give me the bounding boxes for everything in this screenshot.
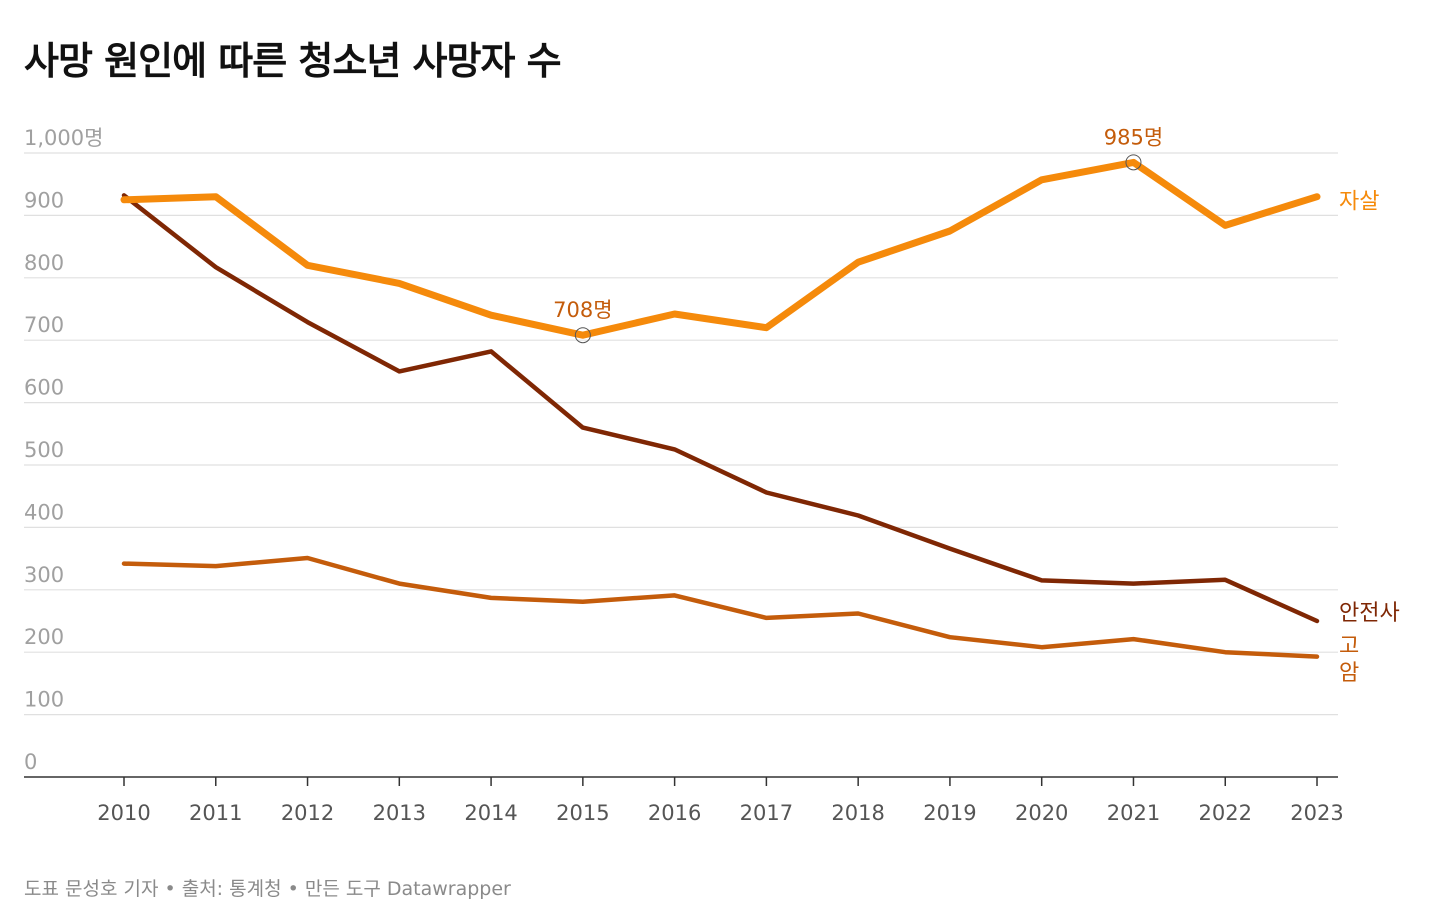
y-tick-label: 0 (24, 750, 37, 774)
y-tick-label: 500 (24, 438, 64, 462)
y-tick-label: 600 (24, 376, 64, 400)
x-tick-label: 2017 (740, 801, 793, 825)
series-lines (120, 158, 1321, 659)
annotation-marker (574, 327, 591, 344)
y-tick-label: 700 (24, 313, 64, 337)
y-tick-label: 400 (24, 500, 64, 524)
series-label-suicide: 자살 (1339, 190, 1379, 215)
x-tick-label: 2011 (189, 801, 242, 825)
gridlines (24, 152, 1338, 716)
y-tick-label: 900 (24, 188, 64, 212)
y-tick-label: 300 (24, 563, 64, 587)
x-tick-label: 2010 (97, 801, 150, 825)
x-tick-label: 2013 (373, 801, 426, 825)
y-tick-label: 200 (24, 625, 64, 649)
chart-title: 사망 원인에 따른 청소년 사망자 수 (24, 39, 562, 83)
series-label-accident: 안전사 (1339, 601, 1400, 626)
x-tick-label: 2019 (923, 801, 976, 825)
x-axis: 2010 2011 2012 2013 2014 2015 2016 2017 2018 2019… (24, 776, 1344, 825)
series-line (120, 158, 1321, 339)
x-tick-label: 2016 (648, 801, 701, 825)
x-tick-label: 2012 (281, 801, 334, 825)
x-tick-label: 2023 (1290, 801, 1343, 825)
series-line (121, 193, 1320, 624)
annotation-label: 708명 (553, 298, 612, 322)
annotation-marker (1125, 154, 1142, 171)
x-tick-label: 2018 (831, 801, 884, 825)
y-tick-label: 1,000명 (24, 126, 103, 150)
x-tick-label: 2014 (464, 801, 517, 825)
x-tick-label: 2022 (1199, 801, 1252, 825)
y-axis-ticks: 0 100 200 300 400 500 600 700 800 900 1,000명 (24, 126, 103, 774)
annotations: 708명 985명 (553, 125, 1163, 344)
x-tick-label: 2021 (1107, 801, 1160, 825)
x-tick-label: 2020 (1015, 801, 1068, 825)
x-tick-label: 2015 (556, 801, 609, 825)
y-tick-label: 100 (24, 688, 64, 712)
annotation-label: 985명 (1104, 125, 1163, 149)
y-tick-label: 800 (24, 251, 64, 275)
series-line (121, 555, 1320, 659)
source-credit: 도표 문성호 기자 • 출처: 통계청 • 만든 도구 Datawrapper (24, 878, 511, 900)
